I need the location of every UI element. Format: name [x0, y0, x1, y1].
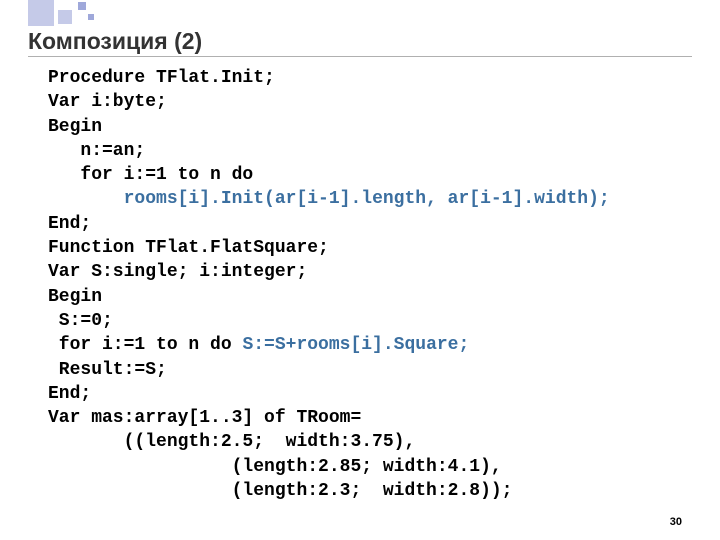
decor-square-medium: [58, 10, 72, 24]
code-line-16: ((length:2.5; width:3.75),: [48, 432, 415, 452]
code-line-11: S:=0;: [48, 311, 113, 331]
decor-square-large: [28, 0, 54, 26]
page-number: 30: [670, 516, 682, 528]
code-line-8: Function TFlat.FlatSquare;: [48, 238, 329, 258]
decor-squares: [28, 0, 100, 28]
decor-square-small-2: [88, 14, 94, 20]
code-line-12-highlight: S:=S+rooms[i].Square;: [242, 335, 469, 355]
code-line-17: (length:2.85; width:4.1),: [48, 457, 502, 477]
code-line-7: End;: [48, 214, 91, 234]
decor-square-small-1: [78, 2, 86, 10]
code-line-2: Var i:byte;: [48, 92, 167, 112]
code-line-9: Var S:single; i:integer;: [48, 262, 307, 282]
code-line-1: Procedure TFlat.Init;: [48, 68, 275, 88]
code-line-6-highlight: rooms[i].Init(ar[i-1].length, ar[i-1].wi…: [124, 189, 610, 209]
code-line-13: Result:=S;: [48, 360, 167, 380]
code-line-3: Begin: [48, 117, 102, 137]
slide-title: Композиция (2): [28, 28, 202, 55]
code-line-6-indent: [48, 189, 124, 209]
code-line-14: End;: [48, 384, 91, 404]
horizontal-rule: [28, 56, 692, 57]
code-line-4: n:=an;: [48, 141, 145, 161]
code-line-12-pre: for i:=1 to n do: [48, 335, 242, 355]
code-line-5: for i:=1 to n do: [48, 165, 253, 185]
slide: Композиция (2) Procedure TFlat.Init; Var…: [0, 0, 720, 540]
code-line-15: Var mas:array[1..3] of TRoom=: [48, 408, 361, 428]
code-block: Procedure TFlat.Init; Var i:byte; Begin …: [48, 66, 680, 503]
code-line-18: (length:2.3; width:2.8));: [48, 481, 512, 501]
code-line-10: Begin: [48, 287, 102, 307]
